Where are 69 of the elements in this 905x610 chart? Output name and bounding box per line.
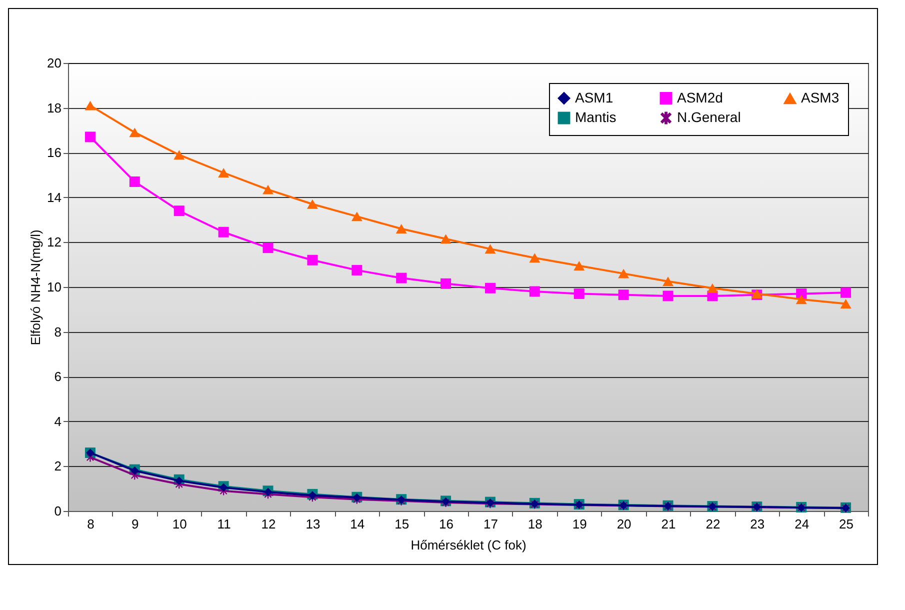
point: [662, 276, 674, 286]
point: [396, 224, 407, 234]
legend-label: ASM3: [801, 90, 840, 106]
x-tick-label: 21: [661, 516, 676, 532]
point: [796, 294, 807, 304]
point: [218, 168, 230, 178]
point: [706, 283, 718, 293]
y-tick-label: 6: [54, 369, 62, 384]
x-tick-label: 15: [394, 516, 410, 532]
point: [84, 132, 96, 142]
x-tick-label: 18: [528, 516, 542, 532]
point: [262, 242, 274, 254]
point: [129, 176, 140, 187]
point: [529, 286, 540, 297]
point: [529, 253, 540, 263]
point: [840, 299, 852, 309]
point: [484, 282, 496, 294]
y-tick-label: 0: [54, 504, 62, 518]
x-tick-label: 22: [706, 516, 720, 532]
y-tick-label: 8: [54, 324, 62, 340]
point: [307, 254, 318, 266]
x-tick-label: 14: [350, 516, 365, 532]
point: [351, 212, 362, 222]
x-tick-label: 8: [87, 516, 94, 532]
point: [218, 226, 229, 238]
point: [662, 290, 674, 302]
x-tick-label: 9: [132, 516, 139, 532]
legend-label: ASM1: [575, 89, 614, 106]
point: [618, 290, 629, 300]
point: [262, 184, 274, 194]
x-tick-label: 11: [217, 516, 231, 532]
point: [484, 244, 496, 254]
x-tick-label: 10: [172, 516, 187, 532]
x-tick-label: 25: [839, 516, 854, 532]
y-axis-title: Elfolyó NH4-N(mg/l): [28, 230, 44, 346]
point: [174, 206, 184, 216]
y-tick-label: 4: [54, 414, 62, 429]
legend-label: ASM2d: [677, 89, 723, 106]
y-tick-label: 20: [47, 56, 62, 70]
x-tick-label: 24: [794, 516, 810, 532]
point: [440, 234, 452, 244]
point: [440, 278, 452, 289]
point: [306, 199, 318, 209]
x-tick-label: 16: [439, 516, 454, 532]
x-tick-label: 20: [616, 516, 632, 532]
y-tick-label: 10: [47, 280, 62, 294]
legend-label: N.General: [677, 109, 741, 125]
point: [574, 288, 584, 299]
point: [174, 476, 184, 485]
x-tick-label: 12: [261, 516, 276, 532]
point: [84, 100, 96, 110]
point: [396, 272, 407, 284]
y-tick-label: 18: [47, 100, 62, 116]
y-tick-label: 2: [54, 458, 62, 474]
point: [129, 128, 140, 138]
y-tick-label: 12: [47, 234, 62, 250]
legend-label: Mantis: [575, 109, 616, 125]
point: [174, 150, 185, 160]
x-tick-label: 23: [750, 516, 765, 532]
x-tick-label: 13: [306, 516, 320, 532]
x-axis-title: Hőmérséklet (C fok): [410, 538, 526, 552]
x-tick-label: 19: [572, 516, 587, 532]
point: [618, 268, 630, 278]
point: [840, 287, 852, 298]
point: [574, 260, 585, 270]
y-tick-label: 14: [47, 190, 62, 205]
point: [352, 264, 362, 276]
x-tick-label: 17: [483, 516, 498, 532]
y-tick-label: 16: [47, 145, 62, 160]
